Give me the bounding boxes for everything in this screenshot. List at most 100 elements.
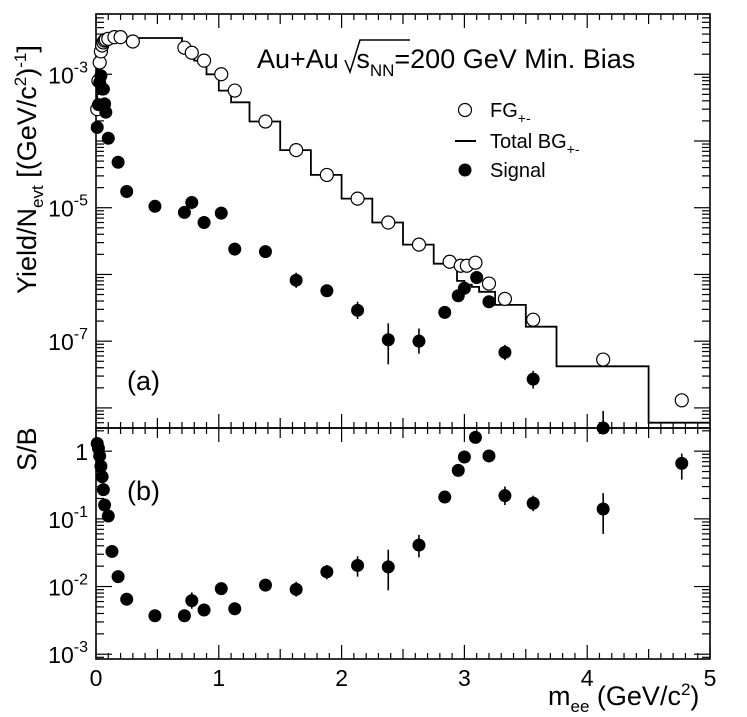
signal-point	[148, 199, 162, 213]
signal-point	[482, 295, 496, 309]
x-tick-label: 3	[458, 665, 471, 691]
fg-point	[319, 167, 334, 183]
panel-a-y-tick-labels: 10-3 10-5 10-7	[48, 59, 88, 355]
legend: FG+- Total BG+- Signal	[455, 100, 580, 182]
panel-b-label: (b)	[127, 476, 160, 506]
sb-point	[177, 609, 191, 623]
signal-point	[470, 271, 484, 285]
signal-point	[289, 273, 303, 287]
y-tick-label: 10-7	[48, 326, 88, 355]
sb-point	[96, 483, 110, 497]
x-tick-label: 2	[335, 665, 348, 691]
sb-point	[228, 602, 242, 616]
signal-point	[111, 155, 125, 169]
total-bg-path	[96, 37, 710, 424]
fg-point	[381, 215, 396, 230]
sb-point	[412, 538, 426, 552]
x-tick-label: 0	[90, 665, 103, 691]
sb-point	[93, 449, 107, 463]
fg-series	[90, 30, 689, 408]
signal-point	[438, 305, 452, 319]
x-tick-label: 4	[581, 665, 594, 691]
signal-point	[498, 345, 512, 359]
signal-point	[351, 303, 365, 317]
panel-b-frame	[95, 427, 711, 660]
sb-point	[451, 463, 465, 477]
signal-point	[90, 120, 104, 134]
fg-point	[481, 276, 497, 291]
signal-point	[457, 281, 471, 295]
signal-point	[185, 195, 199, 209]
fg-point	[125, 34, 140, 49]
signal-point	[177, 205, 191, 219]
sb-point	[258, 578, 272, 592]
sb-point	[214, 582, 228, 596]
y-tick-label: 10-3	[48, 59, 88, 88]
y-tick-label: 10-5	[48, 193, 88, 222]
sb-point	[320, 565, 334, 579]
fg-point	[674, 393, 689, 408]
sb-point	[289, 582, 303, 596]
fg-point	[468, 255, 483, 270]
sb-point	[457, 450, 471, 464]
panel-a-title: Au+Au sNN=200 GeV Min. Bias	[257, 44, 635, 80]
sb-point	[675, 456, 689, 470]
sb-point	[101, 509, 115, 523]
sb-point	[94, 459, 108, 473]
sb-point	[498, 489, 512, 503]
signal-point	[258, 245, 272, 259]
legend-bg-label: Total BG+-	[490, 131, 580, 157]
sb-point	[596, 502, 610, 516]
sb-point	[148, 609, 162, 623]
panel-b-ylabel: S/B	[12, 427, 42, 471]
sb-point	[468, 430, 482, 444]
fg-point	[289, 143, 304, 158]
fg-point	[526, 312, 541, 327]
x-axis-title: mee (GeV/c2)	[548, 680, 699, 716]
sb-point	[120, 592, 134, 606]
y-tick-label: 10-3	[48, 639, 88, 668]
fg-point	[411, 237, 427, 252]
panel-a-ylabel: Yield/Nevt [(GeV/c2)-1]	[11, 45, 47, 294]
sb-point	[438, 490, 452, 504]
y-tick-label: 1	[75, 439, 88, 465]
legend-fg-label: FG+-	[490, 100, 531, 126]
fg-point	[196, 53, 212, 68]
sqrt-symbol	[344, 39, 410, 75]
panel-b-y-tick-labels: 1 10-1 10-2 10-3	[48, 439, 88, 668]
panel-b-ticks	[95, 428, 711, 659]
signal-point	[120, 185, 134, 199]
signal-point	[214, 206, 228, 220]
x-tick-label: 1	[212, 665, 225, 691]
fg-point	[113, 30, 128, 45]
legend-signal-label: Signal	[490, 160, 546, 182]
sb-point	[105, 544, 119, 558]
sb-point	[185, 594, 199, 608]
signal-series	[90, 69, 610, 435]
fg-point	[184, 45, 199, 60]
sb-point	[526, 496, 540, 510]
signal-point	[228, 242, 242, 256]
x-tick-labels: 0 1 2 3 4 5	[90, 665, 717, 691]
signal-point	[94, 69, 108, 83]
sb-point	[111, 570, 125, 584]
fg-point	[214, 67, 229, 82]
y-tick-label: 10-1	[48, 504, 88, 533]
legend-fg-marker	[457, 102, 473, 118]
fg-point	[497, 291, 513, 307]
fg-point	[350, 191, 365, 206]
sb-point	[381, 560, 395, 574]
signal-point	[412, 334, 426, 348]
fg-point	[258, 114, 273, 129]
signal-point	[596, 421, 610, 435]
fg-point	[227, 83, 242, 98]
signal-point	[96, 82, 110, 96]
sb-point	[98, 498, 112, 512]
signal-point	[101, 131, 115, 145]
x-tick-label: 5	[704, 665, 717, 691]
sb-point	[95, 470, 109, 484]
sb-point	[482, 449, 496, 463]
signal-point	[197, 216, 211, 230]
sb-point	[197, 603, 211, 617]
